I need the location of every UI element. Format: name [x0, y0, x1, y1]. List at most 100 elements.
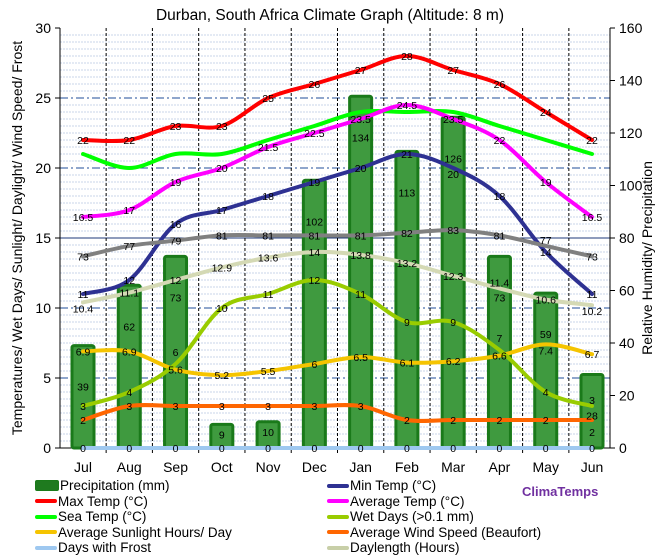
y2-tick-label: 80 — [619, 230, 635, 246]
wet-days-0-1-mm-value-label: 4 — [543, 387, 549, 399]
y-axis-title: Temperatures/ Wet Days/ Sunlight/ Daylig… — [9, 41, 25, 435]
max-temp-c-line — [81, 53, 594, 144]
wet-days-0-1-mm-value-label: 10 — [216, 303, 228, 315]
relative-humidity-line — [81, 228, 594, 259]
y2-tick-label: 100 — [619, 178, 643, 194]
legend-item: Sea Temp (°C) — [35, 509, 146, 524]
min-temp-c-value-label: 20 — [355, 163, 367, 175]
legend-label: Min Temp (°C) — [350, 478, 437, 493]
chart-title: Durban, South Africa Climate Graph (Alti… — [156, 7, 504, 24]
precipitation-value-label: 113 — [399, 187, 416, 199]
days-with-frost-value-label: 0 — [126, 443, 132, 455]
average-wind-speed-beaufort-value-label: 2 — [450, 415, 456, 427]
precipitation-value-label: 9 — [219, 429, 225, 441]
precipitation-value-label: 134 — [352, 132, 370, 144]
wet-days-0-1-mm-line — [81, 277, 594, 408]
average-wind-speed-beaufort-value-label: 3 — [173, 401, 179, 413]
y2-axis-title: Relative Humidity/ Precipitation — [639, 161, 655, 355]
legend-item: Max Temp (°C) — [35, 494, 148, 509]
average-sunlight-hours-day-value-label: 6.2 — [446, 356, 461, 368]
average-temp-c-value-label: 19 — [540, 177, 552, 189]
legend-label: Average Temp (°C) — [350, 493, 465, 509]
x-tick-label: May — [533, 459, 559, 475]
days-with-frost-value-label: 0 — [543, 443, 549, 455]
legend-swatch — [35, 499, 57, 504]
precipitation-bar — [70, 344, 96, 450]
wet-days-0-1-mm-value-label: 11 — [355, 289, 366, 301]
daylength-hours-value-label: 12.9 — [212, 262, 233, 274]
relative-humidity-value-label: 73 — [586, 251, 598, 263]
relative-humidity-value-label: 81 — [355, 230, 367, 242]
legend-swatch — [327, 514, 349, 519]
daylength-hours-value-label: 13.8 — [350, 250, 371, 262]
precipitation-value-label: 73 — [170, 292, 182, 304]
average-wind-speed-beaufort-value-label: 2 — [543, 415, 549, 427]
daylength-hours-value-label: 12 — [170, 275, 182, 287]
relative-humidity-value-label: 83 — [447, 225, 459, 237]
average-wind-speed-beaufort-value-label: 3 — [311, 401, 317, 413]
x-tick-label: Oct — [211, 459, 233, 475]
y-tick-label: 0 — [43, 440, 51, 456]
min-temp-c-line — [81, 151, 594, 296]
x-tick-label: Jan — [349, 459, 372, 475]
daylength-hours-value-label: 11.1 — [119, 288, 139, 300]
y2-tick-label: 120 — [619, 125, 643, 141]
legend-item: Daylength (Hours) — [327, 540, 460, 555]
y-tick-label: 15 — [35, 230, 51, 246]
x-tick-label: Jul — [74, 459, 92, 475]
average-sunlight-hours-day-value-label: 6.7 — [585, 349, 600, 361]
wet-days-0-1-mm-value-label: 3 — [589, 395, 595, 407]
relative-humidity-value-label: 77 — [123, 241, 135, 253]
days-with-frost-value-label: 0 — [358, 443, 364, 455]
relative-humidity-value-label: 81 — [216, 230, 228, 242]
wet-days-0-1-mm-value-label: 7 — [497, 333, 503, 345]
average-sunlight-hours-day-value-label: 5.2 — [215, 370, 230, 382]
x-tick-label: Nov — [256, 459, 281, 475]
min-temp-c-value-label: 20 — [447, 169, 459, 181]
min-temp-c-value-label: 12 — [123, 275, 135, 287]
y2-tick-label: 40 — [619, 335, 635, 351]
legend-label: Wet Days (>0.1 mm) — [350, 509, 474, 525]
precipitation-value-label: 126 — [444, 153, 462, 165]
legend-swatch — [35, 480, 59, 491]
precipitation-value-label: 10 — [262, 427, 274, 439]
max-temp-c-value-label: 28 — [401, 51, 413, 63]
relative-humidity-value-label: 73 — [77, 251, 89, 263]
average-wind-speed-beaufort-value-label: 2 — [589, 427, 595, 439]
daylength-hours-value-label: 10.6 — [536, 295, 557, 307]
precipitation-bar — [348, 94, 374, 450]
min-temp-c-value-label: 18 — [262, 191, 274, 203]
x-tick-label: Mar — [441, 459, 465, 475]
y-tick-label: 5 — [43, 370, 51, 386]
average-temp-c-value-label: 23.5 — [443, 114, 464, 126]
average-sunlight-hours-day-value-label: 6.9 — [76, 346, 91, 358]
legend-item: Wet Days (>0.1 mm) — [327, 509, 474, 524]
y-tick-label: 10 — [35, 300, 51, 316]
min-temp-c-value-label: 17 — [216, 205, 228, 217]
relative-humidity-value-label: 81 — [262, 230, 274, 242]
min-temp-c-value-label: 16 — [170, 219, 182, 231]
legend-label: Max Temp (°C) — [58, 493, 148, 509]
average-wind-speed-beaufort-value-label: 3 — [358, 401, 364, 413]
relative-humidity-value-label: 82 — [401, 228, 413, 240]
average-temp-c-value-label: 17 — [123, 205, 135, 217]
max-temp-c-value-label: 26 — [309, 79, 321, 91]
precipitation-value-label: 59 — [540, 329, 552, 341]
precipitation-value-label: 73 — [494, 292, 506, 304]
y-tick-label: 30 — [35, 20, 51, 36]
x-tick-label: Dec — [302, 459, 327, 475]
days-with-frost-value-label: 0 — [80, 443, 86, 455]
min-temp-c-value-label: 18 — [494, 191, 506, 203]
average-temp-c-value-label: 22.5 — [304, 128, 325, 140]
daylength-hours-value-label: 13.2 — [397, 258, 418, 270]
relative-humidity-value-label: 81 — [309, 230, 321, 242]
wet-days-0-1-mm-value-label: 6 — [173, 347, 179, 359]
legend-item: Average Temp (°C) — [327, 494, 464, 509]
daylength-hours-value-label: 11.4 — [490, 277, 510, 289]
average-sunlight-hours-day-value-label: 6.1 — [400, 358, 415, 370]
min-temp-c-value-label: 11 — [587, 289, 598, 301]
legend-item: Min Temp (°C) — [327, 478, 436, 493]
y2-tick-label: 140 — [619, 73, 643, 89]
precipitation-value-label: 39 — [77, 382, 89, 394]
